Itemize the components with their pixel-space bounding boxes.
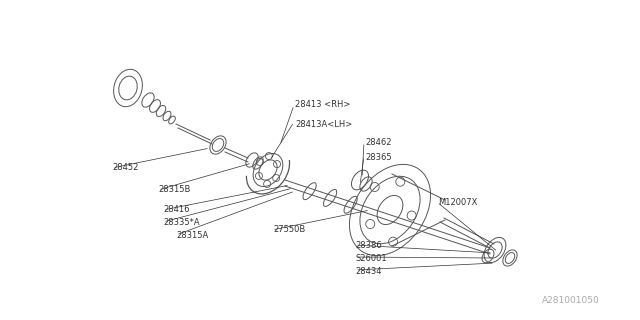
Text: 28335*A: 28335*A	[163, 218, 200, 227]
Text: 28462: 28462	[365, 138, 392, 147]
Text: 28413 <RH>: 28413 <RH>	[295, 100, 350, 109]
Text: 28315B: 28315B	[158, 185, 190, 194]
Text: 28365: 28365	[365, 153, 392, 162]
Text: 28386: 28386	[355, 241, 381, 250]
Text: 27550B: 27550B	[273, 225, 305, 234]
Text: 28434: 28434	[355, 267, 381, 276]
Text: 28452: 28452	[112, 163, 138, 172]
Text: S26001: S26001	[355, 254, 387, 263]
Text: 28413A<LH>: 28413A<LH>	[295, 120, 352, 129]
Text: 28315A: 28315A	[176, 231, 208, 240]
Text: 28416: 28416	[163, 205, 189, 214]
Text: M12007X: M12007X	[438, 198, 477, 207]
Text: A281001050: A281001050	[542, 296, 600, 305]
